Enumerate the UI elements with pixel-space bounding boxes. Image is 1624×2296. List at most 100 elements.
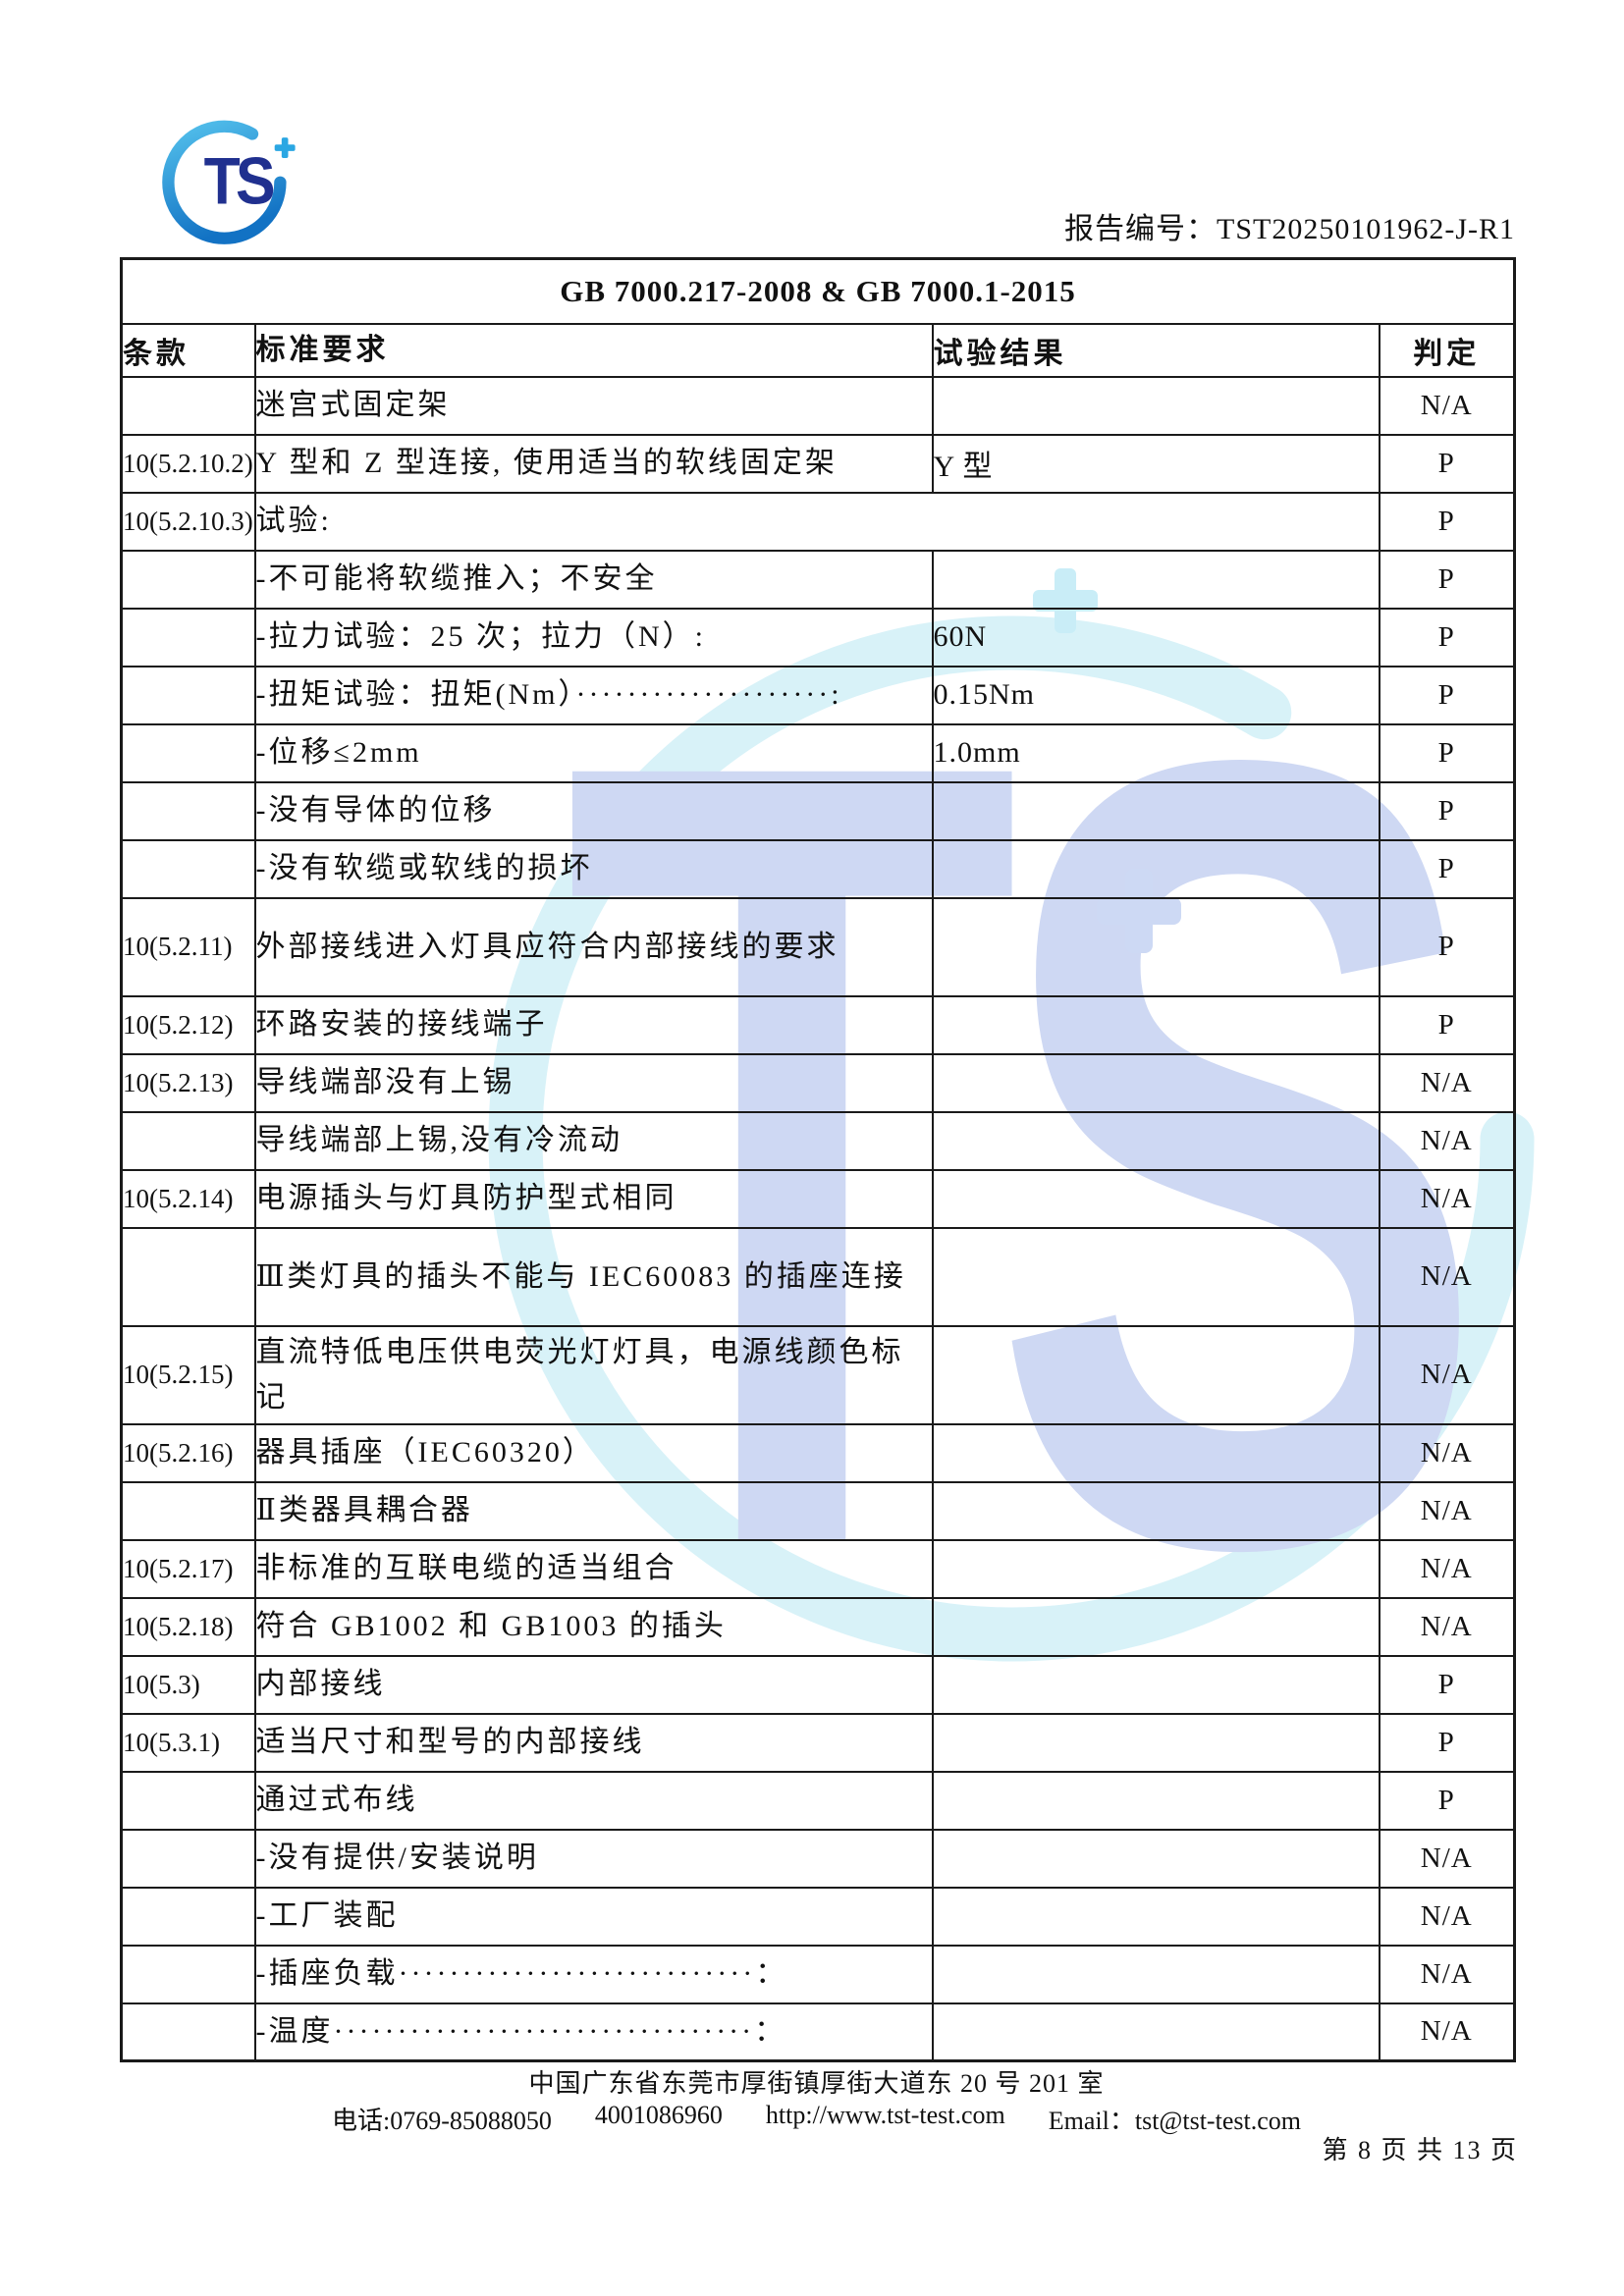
clause-cell: 10(5.2.16)	[120, 1422, 256, 1483]
verdict-cell: P	[1378, 722, 1516, 783]
result-cell	[931, 1226, 1380, 1327]
result-cell	[931, 1770, 1380, 1831]
table-row: -不可能将软缆推入；不安全 P	[120, 549, 1516, 610]
result-cell	[931, 2002, 1380, 2062]
result-cell: Y 型	[931, 433, 1380, 494]
table-row: 通过式布线 P	[120, 1770, 1516, 1831]
verdict-cell: P	[1378, 1712, 1516, 1773]
verdict-cell: N/A	[1378, 1596, 1516, 1657]
table-row: 导线端部上锡,没有冷流动 N/A	[120, 1110, 1516, 1171]
table-row: -没有导体的位移 P	[120, 780, 1516, 841]
requirement-cell: 环路安装的接线端子	[253, 994, 934, 1055]
requirement-cell: -插座负载····························：	[253, 1944, 934, 2004]
result-cell	[931, 1052, 1380, 1113]
table-row: -位移≤2mm 1.0mm P	[120, 722, 1516, 783]
verdict-cell: P	[1378, 665, 1516, 725]
verdict-cell: N/A	[1378, 1480, 1516, 1541]
verdict-cell: N/A	[1378, 1110, 1516, 1171]
table-row: -没有提供/安装说明 N/A	[120, 1828, 1516, 1889]
requirement-cell: -拉力试验：25 次；拉力（N）:	[253, 607, 934, 667]
clause-cell: 10(5.2.13)	[120, 1052, 256, 1113]
table-title: GB 7000.217-2008 & GB 7000.1-2015	[120, 257, 1516, 325]
footer-website: http://www.tst-test.com	[765, 2101, 1005, 2129]
requirement-cell: -位移≤2mm	[253, 722, 934, 783]
column-header-requirement: 标准要求	[253, 322, 934, 378]
verdict-cell: P	[1378, 994, 1516, 1055]
clause-cell	[120, 2002, 256, 2062]
column-header-verdict: 判定	[1378, 322, 1516, 378]
result-cell	[931, 1596, 1380, 1657]
table-row: -插座负载····························： N/A	[120, 1944, 1516, 2004]
table-row: -扭矩试验：扭矩(Nm）····················: 0.15Nm P	[120, 665, 1516, 725]
footer-phone: 电话:0769-85088050	[332, 2107, 552, 2135]
table-row: 10(5.2.14) 电源插头与灯具防护型式相同 N/A	[120, 1168, 1516, 1229]
verdict-cell: N/A	[1378, 1538, 1516, 1599]
result-cell	[931, 1480, 1380, 1541]
requirement-cell: 非标准的互联电缆的适当组合	[253, 1538, 934, 1599]
table-row: -拉力试验：25 次；拉力（N）: 60N P	[120, 607, 1516, 667]
table-row: 10(5.2.10.3) 试验: P	[120, 491, 1516, 552]
table-row: Ⅲ类灯具的插头不能与 IEC60083 的插座连接 N/A	[120, 1226, 1516, 1327]
tst-logo: TS	[162, 120, 296, 244]
footer-contacts: 电话:0769-85088050 4001086960 http://www.t…	[120, 2101, 1513, 2137]
table-row: -没有软缆或软线的损坏 P	[120, 838, 1516, 899]
report-number: 报告编号：TST20250101962-J-R1	[1064, 213, 1515, 245]
footer-hotline: 4001086960	[594, 2101, 723, 2129]
standards-table: GB 7000.217-2008 & GB 7000.1-2015 条款 标准要…	[120, 257, 1516, 2062]
clause-cell: 10(5.2.17)	[120, 1538, 256, 1599]
verdict-cell: P	[1378, 549, 1516, 610]
verdict-cell: N/A	[1378, 1052, 1516, 1113]
verdict-cell: P	[1378, 607, 1516, 667]
result-cell	[931, 1324, 1380, 1425]
clause-cell	[120, 1828, 256, 1889]
result-cell: 1.0mm	[931, 722, 1380, 783]
table-row: 10(5.2.17) 非标准的互联电缆的适当组合 N/A	[120, 1538, 1516, 1599]
clause-cell	[120, 780, 256, 841]
clause-cell: 10(5.3)	[120, 1654, 256, 1715]
requirement-cell: 导线端部没有上锡	[253, 1052, 934, 1113]
clause-cell	[120, 722, 256, 783]
verdict-cell: N/A	[1378, 1944, 1516, 2004]
verdict-cell: N/A	[1378, 1886, 1516, 1947]
clause-cell	[120, 1944, 256, 2004]
result-cell	[931, 994, 1380, 1055]
clause-cell: 10(5.2.10.3)	[120, 491, 256, 552]
table-row: -工厂装配 N/A	[120, 1886, 1516, 1947]
requirement-cell: 迷宫式固定架	[253, 375, 934, 436]
verdict-cell: N/A	[1378, 375, 1516, 436]
clause-cell	[120, 1226, 256, 1327]
result-cell	[931, 1538, 1380, 1599]
result-cell	[931, 375, 1380, 436]
requirement-cell: 直流特低电压供电荧光灯灯具，电源线颜色标记	[253, 1324, 934, 1425]
requirement-cell: 通过式布线	[253, 1770, 934, 1831]
clause-cell	[120, 1886, 256, 1947]
verdict-cell: N/A	[1378, 1168, 1516, 1229]
clause-cell: 10(5.2.15)	[120, 1324, 256, 1425]
requirement-cell: 电源插头与灯具防护型式相同	[253, 1168, 934, 1229]
requirement-cell: Ⅲ类灯具的插头不能与 IEC60083 的插座连接	[253, 1226, 934, 1327]
table-row: 10(5.2.16) 器具插座（IEC60320） N/A	[120, 1422, 1516, 1483]
clause-cell	[120, 1480, 256, 1541]
table-header-row: 条款 标准要求 试验结果 判定	[120, 322, 1516, 378]
clause-cell	[120, 375, 256, 436]
verdict-cell: N/A	[1378, 1828, 1516, 1889]
table-row: 10(5.2.12) 环路安装的接线端子 P	[120, 994, 1516, 1055]
table-row: 10(5.2.11) 外部接线进入灯具应符合内部接线的要求 P	[120, 896, 1516, 997]
footer-page-number: 第 8 页 共 13 页	[1322, 2136, 1518, 2164]
footer-address: 中国广东省东莞市厚街镇厚街大道东 20 号 201 室	[528, 2069, 1105, 2098]
requirement-cell: -没有软缆或软线的损坏	[253, 838, 934, 899]
verdict-cell: P	[1378, 896, 1516, 997]
result-cell	[931, 780, 1380, 841]
requirement-cell: Ⅱ类器具耦合器	[253, 1480, 934, 1541]
column-header-result: 试验结果	[931, 322, 1380, 378]
verdict-cell: P	[1378, 838, 1516, 899]
requirement-cell: 器具插座（IEC60320）	[253, 1422, 934, 1483]
requirement-cell: 试验:	[253, 491, 1380, 552]
table-row: 10(5.3.1) 适当尺寸和型号的内部接线 P	[120, 1712, 1516, 1773]
table-row: Ⅱ类器具耦合器 N/A	[120, 1480, 1516, 1541]
table-row: 迷宫式固定架 N/A	[120, 375, 1516, 436]
clause-cell	[120, 838, 256, 899]
result-cell	[931, 1110, 1380, 1171]
verdict-cell: N/A	[1378, 1226, 1516, 1327]
